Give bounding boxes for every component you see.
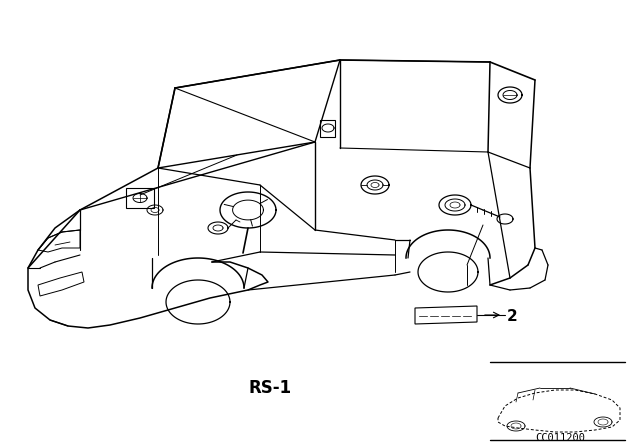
Text: CC011200: CC011200 [535, 433, 585, 443]
Text: 2: 2 [507, 309, 518, 323]
Text: RS-1: RS-1 [248, 379, 292, 397]
